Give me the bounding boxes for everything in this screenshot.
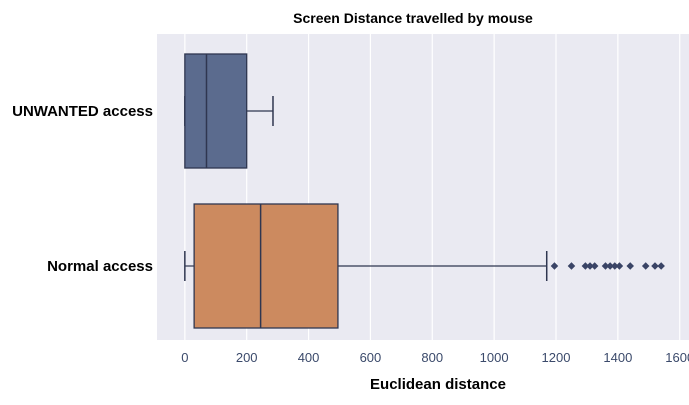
boxes <box>184 53 665 329</box>
iqr-box <box>193 203 339 329</box>
category-label: Normal access <box>47 258 153 275</box>
x-tick-label: 400 <box>298 350 320 365</box>
iqr-box <box>184 53 248 169</box>
outlier-point <box>641 262 650 270</box>
x-tick-label: 1600 <box>665 350 689 365</box>
box-normal-access <box>184 203 665 329</box>
box-unwanted-access <box>184 53 274 169</box>
x-axis-ticks: 0 200 400 600 800 1000 1200 1400 1600 <box>181 350 689 365</box>
outlier-point <box>651 262 659 270</box>
y-axis-categories: UNWANTED access Normal access <box>12 103 153 275</box>
category-label: UNWANTED access <box>12 103 153 120</box>
x-tick-label: 600 <box>360 350 382 365</box>
x-tick-label: 200 <box>236 350 258 365</box>
outlier-point <box>615 262 624 270</box>
outlier-point <box>550 262 559 270</box>
x-tick-label: 800 <box>421 350 443 365</box>
x-tick-label: 1000 <box>480 350 509 365</box>
x-tick-label: 1200 <box>542 350 571 365</box>
outlier-point <box>657 262 665 270</box>
outlier-point <box>626 262 634 270</box>
chart-title: Screen Distance travelled by mouse <box>293 10 533 26</box>
outlier-point <box>590 262 599 270</box>
x-tick-label: 0 <box>181 350 188 365</box>
x-tick-label: 1400 <box>603 350 632 365</box>
outlier-point <box>567 262 576 270</box>
x-axis-label: Euclidean distance <box>370 376 506 393</box>
